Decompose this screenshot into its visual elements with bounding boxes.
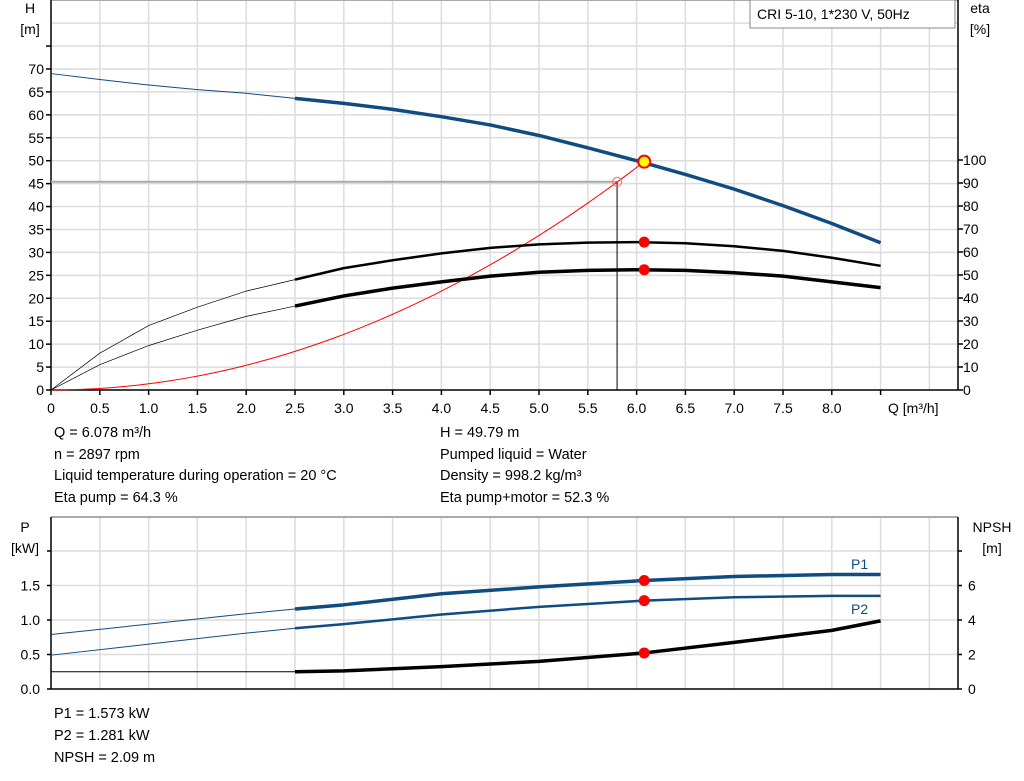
h-tick-label: 25 <box>28 267 44 283</box>
h-tick-label: 5 <box>36 359 44 375</box>
npsh-tick-label: 6 <box>968 578 976 594</box>
h-tick-label: 70 <box>28 61 44 77</box>
eta-tick-label: 60 <box>963 244 979 260</box>
h-axis-label: H <box>25 0 35 16</box>
h-tick-label: 50 <box>28 153 44 169</box>
h-tick-label: 20 <box>28 290 44 306</box>
npsh-tick-label: 4 <box>968 612 976 628</box>
q-tick-label: 3.5 <box>383 400 403 416</box>
h-tick-label: 55 <box>28 130 44 146</box>
info-q: Q = 6.078 m³/h <box>54 425 152 441</box>
eta-tick-label: 20 <box>963 336 979 352</box>
h-tick-label: 65 <box>28 84 44 100</box>
eta-tick-label: 50 <box>963 267 979 283</box>
p-tick-label: 1.0 <box>21 612 41 628</box>
q-tick-label: 4.5 <box>480 400 500 416</box>
info-liquid-temp: Liquid temperature during operation = 20… <box>54 468 337 484</box>
q-tick-label: 2.0 <box>236 400 256 416</box>
p1-curve <box>294 572 881 611</box>
h-tick-label: 45 <box>28 176 44 192</box>
eta-pump-curve <box>294 240 881 281</box>
eta-total-curve-extension <box>50 305 296 391</box>
npsh-curve <box>294 619 881 674</box>
q-tick-label: 7.5 <box>773 400 793 416</box>
q-tick-label: 4.0 <box>432 400 452 416</box>
p-tick-label: 1.5 <box>21 578 41 594</box>
info-p2: P2 = 1.281 kW <box>54 728 150 744</box>
q-tick-label: 2.5 <box>285 400 305 416</box>
q-tick-label: 6.0 <box>627 400 647 416</box>
eta-tick-label: 100 <box>963 152 987 168</box>
info-eta-pump: Eta pump = 64.3 % <box>54 490 178 506</box>
eta-axis-label: eta <box>970 0 990 16</box>
eta-tick-label: 70 <box>963 221 979 237</box>
q-tick-label: 7.0 <box>724 400 744 416</box>
eta-pump-curve-extension <box>50 279 296 391</box>
p-axis-unit: [kW] <box>11 540 39 556</box>
eta-tick-label: 0 <box>963 382 971 398</box>
q-tick-label: 5.0 <box>529 400 549 416</box>
h-tick-label: 40 <box>28 199 44 215</box>
duty-point-marker <box>637 154 652 169</box>
eta-tick-label: 30 <box>963 313 979 329</box>
q-axis-label: Q [m³/h] <box>888 400 939 416</box>
h-tick-label: 10 <box>28 336 44 352</box>
eta-total-duty-marker <box>638 264 650 276</box>
q-tick-label: 0.5 <box>90 400 110 416</box>
system-curve <box>50 161 645 391</box>
info-density: Density = 998.2 kg/m³ <box>440 468 582 484</box>
p-tick-label: 0.0 <box>21 681 41 697</box>
p2-curve-extension <box>50 627 296 656</box>
eta-axis-unit: [%] <box>970 21 990 37</box>
npsh-axis-unit: [m] <box>982 540 1001 556</box>
info-npsh: NPSH = 2.09 m <box>54 750 156 766</box>
info-liquid: Pumped liquid = Water <box>440 447 587 463</box>
head-curve-extension <box>50 73 296 99</box>
eta-total-curve <box>294 267 881 308</box>
info-h: H = 49.79 m <box>440 425 520 441</box>
chart-title: CRI 5-10, 1*230 V, 50Hz <box>757 6 910 22</box>
eta-tick-label: 10 <box>963 359 979 375</box>
title-box <box>749 0 956 29</box>
p1-series-label: P1 <box>851 556 868 572</box>
q-tick-label: 0 <box>47 400 55 416</box>
npsh-tick-label: 0 <box>968 681 976 697</box>
q-tick-label: 6.5 <box>676 400 696 416</box>
h-tick-label: 0 <box>36 382 44 398</box>
q-tick-label: 3.0 <box>334 400 354 416</box>
q-tick-label: 1.0 <box>139 400 159 416</box>
h-tick-label: 15 <box>28 313 44 329</box>
q-tick-label: 8.0 <box>822 400 842 416</box>
npsh-axis-label: NPSH <box>973 519 1012 535</box>
info-speed: n = 2897 rpm <box>54 447 140 463</box>
p2-series-label: P2 <box>851 601 868 617</box>
q-tick-label: 5.5 <box>578 400 598 416</box>
eta-tick-label: 90 <box>963 175 979 191</box>
p2-duty-marker <box>638 595 650 607</box>
eta-tick-label: 40 <box>963 290 979 306</box>
eta-pump-duty-marker <box>638 236 650 248</box>
p-tick-label: 0.5 <box>21 647 41 663</box>
h-tick-label: 35 <box>28 221 44 237</box>
q-tick-label: 1.5 <box>188 400 208 416</box>
p-axis-label: P <box>20 519 29 535</box>
info-eta-total: Eta pump+motor = 52.3 % <box>440 490 610 506</box>
p1-duty-marker <box>638 574 650 586</box>
head-curve <box>294 96 882 245</box>
npsh-tick-label: 2 <box>968 647 976 663</box>
reference-point-marker <box>612 176 623 187</box>
h-tick-label: 30 <box>28 244 44 260</box>
npsh-duty-marker <box>638 647 650 659</box>
h-axis-unit: [m] <box>20 21 39 37</box>
p1-curve-extension <box>50 608 296 635</box>
p2-curve <box>294 594 881 630</box>
h-tick-label: 60 <box>28 107 44 123</box>
info-p1: P1 = 1.573 kW <box>54 706 150 722</box>
eta-tick-label: 80 <box>963 198 979 214</box>
